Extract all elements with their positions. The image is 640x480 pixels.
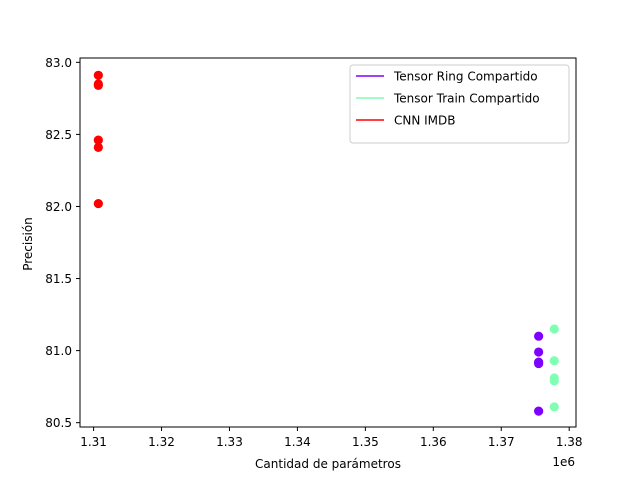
y-tick-label-1: 81.0 (45, 344, 72, 358)
x-tick-label-5: 1.36 (420, 435, 447, 449)
x-tick-label-1: 1.32 (148, 435, 175, 449)
legend-label-0: Tensor Ring Compartido (393, 70, 538, 84)
axes: 1.31 1.32 1.33 1.34 1.35 1.36 1.37 1.38 80.5 81.0… (45, 56, 582, 449)
legend-box (349, 64, 570, 144)
x-tick-label-0: 1.31 (80, 435, 107, 449)
data-point-series1-3 (549, 376, 559, 386)
data-point-series2-2 (93, 80, 103, 90)
data-point-series2-3 (93, 135, 103, 145)
data-point-series2-5 (93, 198, 103, 209)
x-tick-label-4: 1.35 (352, 435, 379, 449)
y-axis-label: Precisión (21, 217, 35, 271)
data-point-series0-0 (534, 331, 544, 341)
x-tick-label-3: 1.34 (284, 435, 311, 449)
data-point-series0-1 (534, 347, 544, 357)
x-tick-label-6: 1.37 (488, 435, 515, 449)
x-axis-offset-label: 1e6 (552, 455, 575, 469)
y-tick-label-3: 82.0 (45, 200, 72, 214)
y-tick-label-2: 81.5 (45, 272, 72, 286)
data-point-series1-1 (549, 356, 559, 366)
legend: Tensor Ring Compartido Tensor Train Compa… (349, 64, 570, 144)
y-tick-label-5: 83.0 (45, 56, 72, 70)
axes-frame (79, 57, 577, 428)
data-point-series1-4 (549, 402, 559, 412)
y-tick-label-0: 80.5 (45, 416, 72, 430)
data-point-series0-4 (534, 406, 544, 416)
data-point-series1-0 (549, 324, 559, 334)
legend-label-2: CNN IMDB (394, 114, 456, 128)
plot-area (93, 70, 559, 416)
data-point-series2-0 (93, 70, 103, 80)
legend-label-1: Tensor Train Compartido (393, 92, 540, 106)
x-tick-label-2: 1.33 (216, 435, 243, 449)
data-point-series0-3 (534, 358, 544, 369)
data-point-series2-4 (93, 142, 103, 152)
x-axis-label: Cantidad de parámetros (255, 457, 401, 471)
y-tick-label-4: 82.5 (45, 128, 72, 142)
x-tick-label-7: 1.38 (556, 435, 583, 449)
